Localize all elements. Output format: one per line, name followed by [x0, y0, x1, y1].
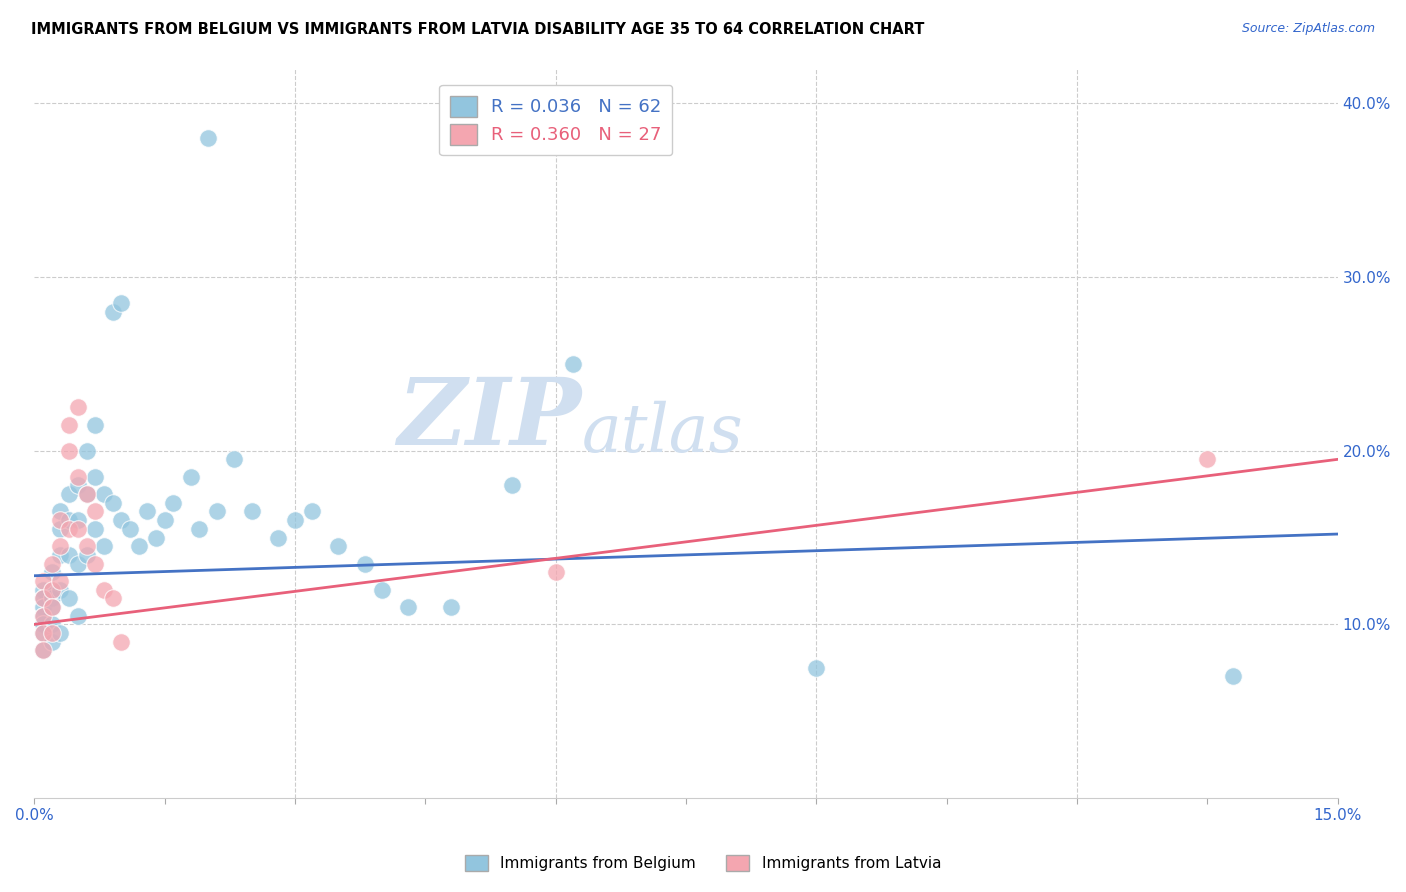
Point [110, 296, 132, 310]
Point [49, 626, 72, 640]
Point [84, 522, 107, 536]
Point [501, 478, 523, 492]
Point [145, 531, 167, 545]
Point [49, 548, 72, 562]
Point [58, 513, 80, 527]
Point [266, 531, 288, 545]
Point [76, 443, 98, 458]
Point [562, 357, 585, 371]
Point [66, 513, 89, 527]
Point [58, 417, 80, 432]
Point [301, 504, 323, 518]
Point [205, 504, 228, 518]
Point [32, 582, 55, 597]
Point [58, 591, 80, 606]
Point [353, 557, 375, 571]
Point [49, 513, 72, 527]
Text: Source: ZipAtlas.com: Source: ZipAtlas.com [1241, 22, 1375, 36]
Point [49, 522, 72, 536]
Point [93, 487, 115, 501]
Point [76, 487, 98, 501]
Point [32, 617, 55, 632]
Point [93, 582, 115, 597]
Point [101, 591, 124, 606]
Point [84, 469, 107, 483]
Point [41, 582, 63, 597]
Point [41, 566, 63, 580]
Point [396, 599, 419, 614]
Point [128, 539, 150, 553]
Point [153, 513, 176, 527]
Point [32, 599, 55, 614]
Point [806, 661, 828, 675]
Point [224, 452, 246, 467]
Point [41, 557, 63, 571]
Point [93, 539, 115, 553]
Point [41, 626, 63, 640]
Point [49, 582, 72, 597]
Point [32, 608, 55, 623]
Text: atlas: atlas [582, 401, 744, 466]
Text: IMMIGRANTS FROM BELGIUM VS IMMIGRANTS FROM LATVIA DISABILITY AGE 35 TO 64 CORREL: IMMIGRANTS FROM BELGIUM VS IMMIGRANTS FR… [31, 22, 924, 37]
Point [371, 582, 394, 597]
Point [544, 566, 567, 580]
Point [84, 504, 107, 518]
Legend: R = 0.036   N = 62, R = 0.360   N = 27: R = 0.036 N = 62, R = 0.360 N = 27 [439, 85, 672, 155]
Point [66, 557, 89, 571]
Point [41, 617, 63, 632]
Point [440, 599, 463, 614]
Text: ZIP: ZIP [398, 374, 582, 464]
Point [101, 304, 124, 318]
Point [32, 591, 55, 606]
Point [76, 539, 98, 553]
Point [180, 469, 202, 483]
Point [136, 504, 159, 518]
Point [84, 557, 107, 571]
Point [188, 522, 211, 536]
Point [84, 417, 107, 432]
Point [41, 599, 63, 614]
Point [49, 504, 72, 518]
Point [58, 487, 80, 501]
Point [197, 131, 219, 145]
Point [41, 582, 63, 597]
Point [41, 591, 63, 606]
Point [32, 643, 55, 657]
Point [110, 634, 132, 648]
Point [66, 478, 89, 492]
Point [32, 591, 55, 606]
Point [118, 522, 141, 536]
Point [41, 599, 63, 614]
Point [284, 513, 307, 527]
Point [58, 443, 80, 458]
Point [58, 522, 80, 536]
Point [49, 574, 72, 588]
Point [32, 626, 55, 640]
Point [1222, 669, 1244, 683]
Point [66, 469, 89, 483]
Point [76, 548, 98, 562]
Legend: Immigrants from Belgium, Immigrants from Latvia: Immigrants from Belgium, Immigrants from… [458, 849, 948, 877]
Point [49, 539, 72, 553]
Point [32, 574, 55, 588]
Point [66, 522, 89, 536]
Point [328, 539, 350, 553]
Point [58, 548, 80, 562]
Point [1197, 452, 1219, 467]
Point [76, 487, 98, 501]
Point [66, 401, 89, 415]
Point [41, 634, 63, 648]
Point [32, 643, 55, 657]
Point [240, 504, 263, 518]
Point [101, 496, 124, 510]
Point [32, 626, 55, 640]
Point [66, 608, 89, 623]
Point [32, 608, 55, 623]
Point [110, 513, 132, 527]
Point [162, 496, 184, 510]
